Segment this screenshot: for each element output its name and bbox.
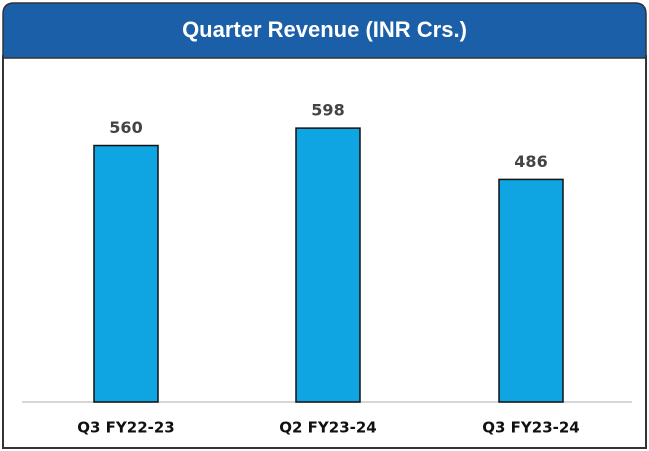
x-tick-label: Q3 FY22-23 <box>77 419 175 437</box>
bar <box>93 144 159 403</box>
bar <box>295 127 361 403</box>
value-label: 486 <box>514 152 547 171</box>
title-bar <box>2 2 647 59</box>
bar <box>498 178 564 403</box>
value-label: 560 <box>109 118 142 137</box>
x-tick-label: Q3 FY23-24 <box>482 419 580 437</box>
chart-title: Quarter Revenue (INR Crs.) <box>182 17 467 42</box>
x-tick-label: Q2 FY23-24 <box>279 419 377 437</box>
value-label: 598 <box>311 101 344 120</box>
